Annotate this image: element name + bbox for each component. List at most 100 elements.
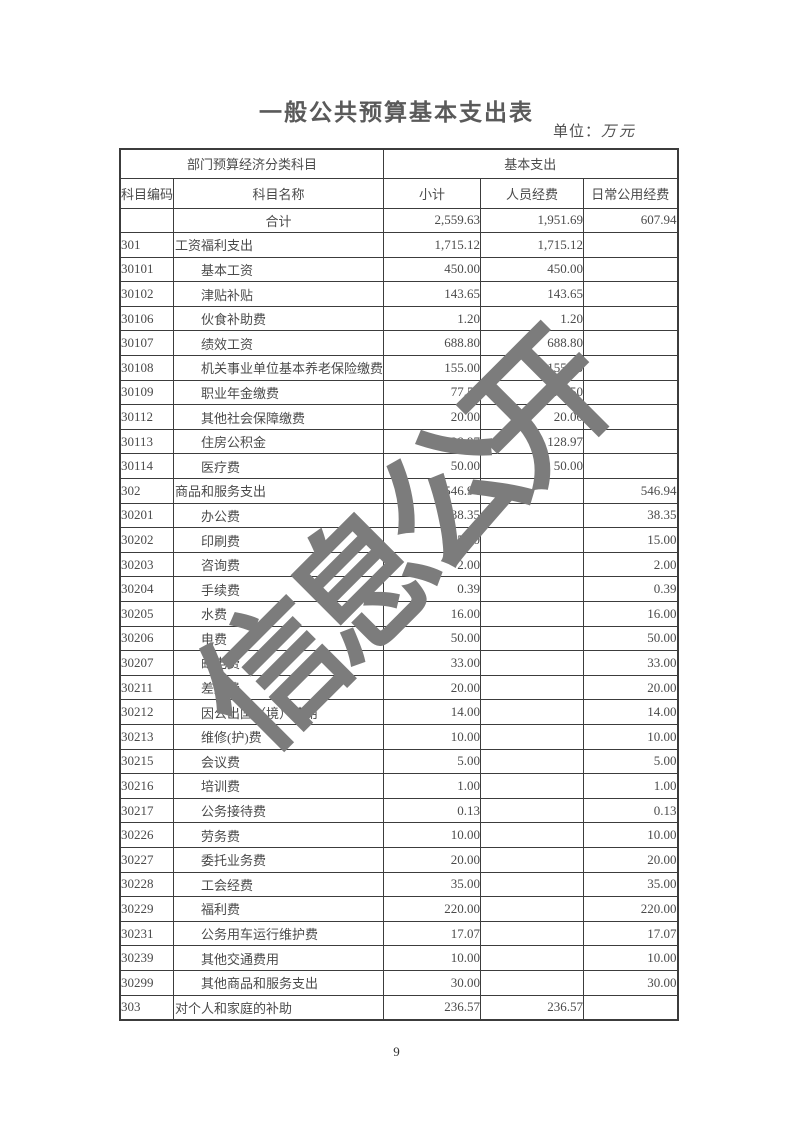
table-row: 30239 其他交通费用 10.00 10.00	[119, 945, 679, 971]
personnel-cell	[480, 674, 585, 701]
personnel-cell	[480, 822, 585, 848]
personnel-cell	[480, 748, 585, 775]
table-row: 30228 工会经费 35.00 35.00	[119, 871, 679, 898]
name-cell: 委托业务费	[173, 846, 385, 873]
table-row: 30211 差旅费 20.00 20.00	[119, 674, 679, 701]
daily-cell: 20.00	[583, 846, 679, 873]
subtotal-cell: 155.00	[383, 355, 482, 381]
personnel-cell	[480, 723, 585, 750]
daily-cell: 16.00	[583, 601, 679, 627]
daily-cell	[583, 453, 679, 480]
subtotal-cell: 2,559.63	[383, 207, 482, 234]
table-row: 30207 邮电费 33.00 33.00	[119, 650, 679, 676]
name-cell: 水费	[173, 601, 385, 627]
name-cell: 手续费	[173, 576, 385, 602]
subtotal-cell: 1.00	[383, 773, 482, 799]
daily-cell	[583, 305, 679, 332]
personnel-cell	[480, 871, 585, 898]
daily-cell	[583, 404, 679, 430]
table-row: 30226 劳务费 10.00 10.00	[119, 822, 679, 848]
personnel-cell	[480, 502, 585, 529]
table-row: 30215 会议费 5.00 5.00	[119, 748, 679, 775]
table-row: 30203 咨询费 2.00 2.00	[119, 551, 679, 578]
header-group-row: 部门预算经济分类科目 基本支出	[119, 148, 679, 179]
subtotal-cell: 143.65	[383, 281, 482, 307]
name-cell: 差旅费	[173, 674, 385, 701]
personnel-cell: 155.00	[480, 355, 585, 381]
personnel-cell: 77.50	[480, 379, 585, 406]
daily-cell	[583, 232, 679, 258]
code-cell: 303	[119, 994, 175, 1021]
table-row: 30107 绩效工资 688.80 688.80	[119, 330, 679, 357]
table-row: 30204 手续费 0.39 0.39	[119, 576, 679, 602]
personnel-cell	[480, 969, 585, 996]
code-cell: 30101	[119, 256, 175, 283]
col-header-daily: 日常公用经费	[583, 177, 679, 209]
code-cell: 30201	[119, 502, 175, 529]
daily-cell: 546.94	[583, 478, 679, 504]
name-cell: 公务接待费	[173, 797, 385, 824]
code-cell: 30216	[119, 773, 175, 799]
name-cell: 会议费	[173, 748, 385, 775]
subtotal-cell: 236.57	[383, 994, 482, 1021]
daily-cell	[583, 379, 679, 406]
basic-expenditure-table: 部门预算经济分类科目 基本支出 科目编码 科目名称 小计 人员经费 日常公用经费…	[119, 148, 679, 1021]
daily-cell: 14.00	[583, 699, 679, 725]
name-cell: 住房公积金	[173, 428, 385, 455]
table-row: 合计 2,559.63 1,951.69 607.94	[119, 207, 679, 234]
daily-cell	[583, 428, 679, 455]
daily-cell	[583, 256, 679, 283]
code-cell: 30239	[119, 945, 175, 971]
name-cell: 咨询费	[173, 551, 385, 578]
daily-cell: 220.00	[583, 896, 679, 922]
table-row: 30206 电费 50.00 50.00	[119, 625, 679, 652]
table-row: 30231 公务用车运行维护费 17.07 17.07	[119, 920, 679, 947]
code-cell: 30299	[119, 969, 175, 996]
code-cell: 30113	[119, 428, 175, 455]
daily-cell: 50.00	[583, 625, 679, 652]
code-cell: 30228	[119, 871, 175, 898]
subtotal-cell: 16.00	[383, 601, 482, 627]
column-header-row: 科目编码 科目名称 小计 人员经费 日常公用经费	[119, 177, 679, 209]
code-cell: 30202	[119, 527, 175, 553]
subtotal-cell: 1.20	[383, 305, 482, 332]
subtotal-cell: 35.00	[383, 871, 482, 898]
code-cell: 30204	[119, 576, 175, 602]
table-row: 30101 基本工资 450.00 450.00	[119, 256, 679, 283]
code-cell: 30211	[119, 674, 175, 701]
subtotal-cell: 15.00	[383, 527, 482, 553]
name-cell: 商品和服务支出	[173, 478, 385, 504]
personnel-cell	[480, 945, 585, 971]
personnel-cell: 688.80	[480, 330, 585, 357]
name-cell: 其他交通费用	[173, 945, 385, 971]
header-group-classification: 部门预算经济分类科目	[119, 148, 385, 179]
daily-cell: 1.00	[583, 773, 679, 799]
subtotal-cell: 77.50	[383, 379, 482, 406]
table-header: 部门预算经济分类科目 基本支出 科目编码 科目名称 小计 人员经费 日常公用经费	[119, 148, 679, 209]
personnel-cell: 50.00	[480, 453, 585, 480]
code-cell: 30205	[119, 601, 175, 627]
subtotal-cell: 50.00	[383, 453, 482, 480]
personnel-cell	[480, 773, 585, 799]
daily-cell: 0.13	[583, 797, 679, 824]
subtotal-cell: 220.00	[383, 896, 482, 922]
subtotal-cell: 688.80	[383, 330, 482, 357]
personnel-cell	[480, 699, 585, 725]
personnel-cell: 1,715.12	[480, 232, 585, 258]
name-cell: 邮电费	[173, 650, 385, 676]
subtotal-cell: 17.07	[383, 920, 482, 947]
name-cell: 机关事业单位基本养老保险缴费	[173, 355, 385, 381]
name-cell: 其他商品和服务支出	[173, 969, 385, 996]
page-title: 一般公共预算基本支出表	[259, 100, 534, 125]
name-cell: 因公出国（境）费用	[173, 699, 385, 725]
code-cell	[119, 207, 175, 234]
table-row: 303 对个人和家庭的补助 236.57 236.57	[119, 994, 679, 1021]
name-cell: 对个人和家庭的补助	[173, 994, 385, 1021]
daily-cell	[583, 330, 679, 357]
name-cell: 劳务费	[173, 822, 385, 848]
code-cell: 30102	[119, 281, 175, 307]
subtotal-cell: 30.00	[383, 969, 482, 996]
name-cell: 合计	[173, 207, 385, 234]
table-row: 30106 伙食补助费 1.20 1.20	[119, 305, 679, 332]
